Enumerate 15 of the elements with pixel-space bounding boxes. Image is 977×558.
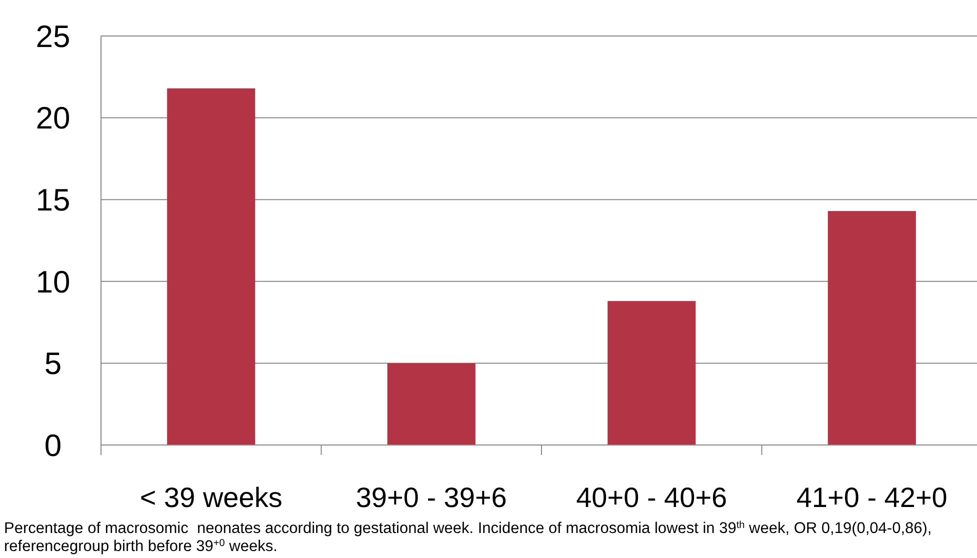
bar [608, 301, 696, 445]
x-tick-label: < 39 weeks [140, 482, 282, 513]
bar [828, 211, 916, 445]
y-tick-label: 20 [36, 100, 70, 136]
bar [167, 88, 256, 445]
y-tick-label: 15 [36, 182, 70, 218]
bar [387, 363, 476, 445]
y-tick-label: 10 [36, 264, 70, 300]
x-tick-label: 40+0 - 40+6 [576, 482, 728, 513]
x-tick-label: 39+0 - 39+6 [356, 482, 507, 513]
y-tick-label: 5 [44, 346, 62, 382]
x-tick-label: 41+0 - 42+0 [796, 482, 948, 513]
y-tick-label: 0 [44, 428, 62, 463]
text: Percentage of macrosomic neonates according to gestational week. Incidence of macrosomia lowest in 39$^{th}$ week, OR 0,19(0,04-0,86), referencegroup birth before 39$^{+0}$ weeks. [4, 520, 932, 555]
y-tick-label: 25 [36, 18, 70, 54]
